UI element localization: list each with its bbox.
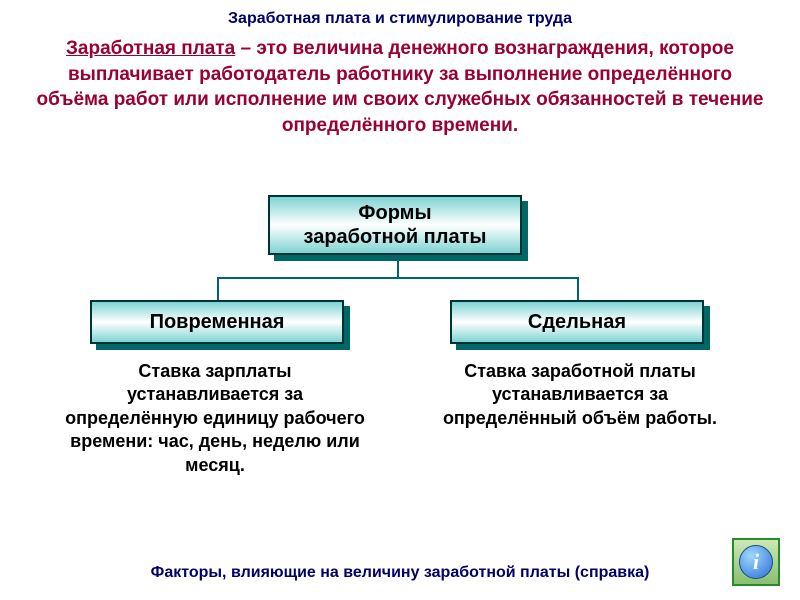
right-description: Ставка заработной платы устанавливается … [430, 360, 730, 430]
footer-text: Факторы, влияющие на величину заработной… [0, 564, 800, 582]
left-description: Ставка зарплаты устанавливается за опред… [65, 360, 365, 477]
left-box-label: Повременная [90, 300, 344, 344]
info-icon: i [739, 545, 773, 579]
slide-title: Заработная плата и стимулирование труда [0, 0, 800, 28]
main-box: Формы заработной платы [268, 195, 528, 261]
right-box-label: Сдельная [450, 300, 704, 344]
right-box: Сдельная [450, 300, 710, 350]
main-box-label: Формы заработной платы [268, 195, 522, 255]
info-button[interactable]: i [732, 538, 780, 586]
left-box: Повременная [90, 300, 350, 350]
definition-term: Заработная плата [66, 38, 235, 59]
definition-text: Заработная плата – это величина денежног… [0, 28, 800, 149]
